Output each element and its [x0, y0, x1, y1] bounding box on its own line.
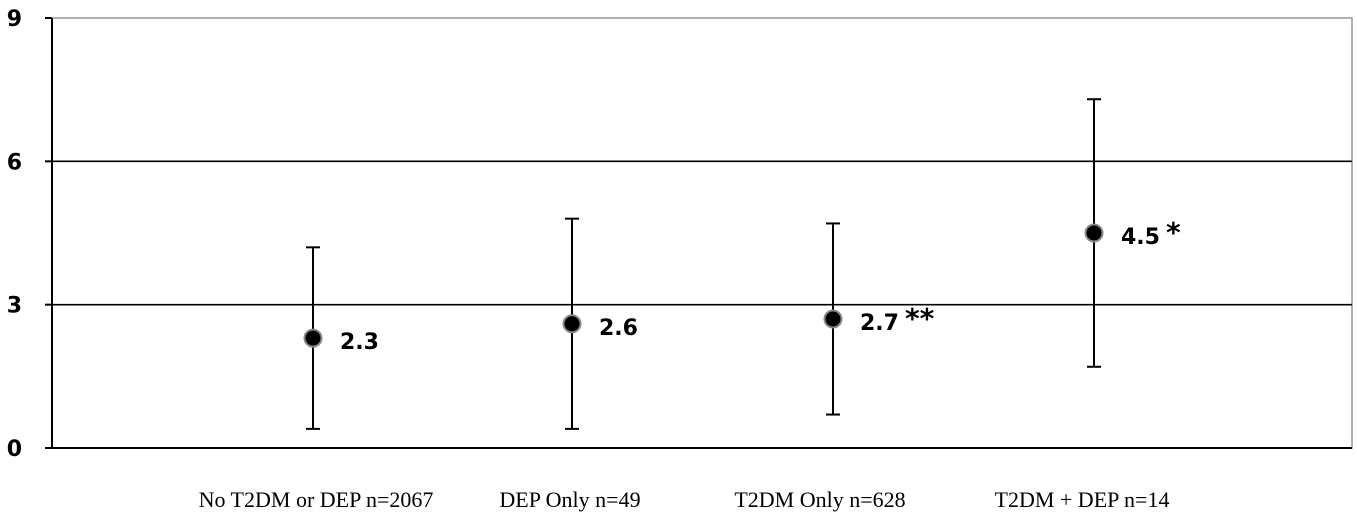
data-point — [1084, 223, 1104, 243]
x-category-label: T2DM + DEP n=14 — [995, 487, 1170, 512]
y-tick-label: 3 — [7, 294, 22, 319]
significance-marker: * — [1166, 216, 1181, 249]
data-point — [562, 314, 582, 334]
y-tick-label: 6 — [7, 150, 22, 175]
value-label: 4.5 — [1121, 225, 1160, 250]
y-tick-label: 9 — [7, 7, 22, 32]
value-label: 2.3 — [340, 330, 379, 355]
value-label: 2.6 — [599, 316, 638, 341]
y-tick-label: 0 — [7, 437, 22, 462]
data-point — [823, 309, 843, 329]
x-category-label: No T2DM or DEP n=2067 — [199, 487, 434, 512]
x-category-label: DEP Only n=49 — [499, 487, 640, 512]
data-point — [303, 328, 323, 348]
value-label: 2.7 — [860, 311, 899, 336]
significance-marker: ** — [905, 302, 935, 335]
x-category-label: T2DM Only n=628 — [734, 487, 905, 512]
